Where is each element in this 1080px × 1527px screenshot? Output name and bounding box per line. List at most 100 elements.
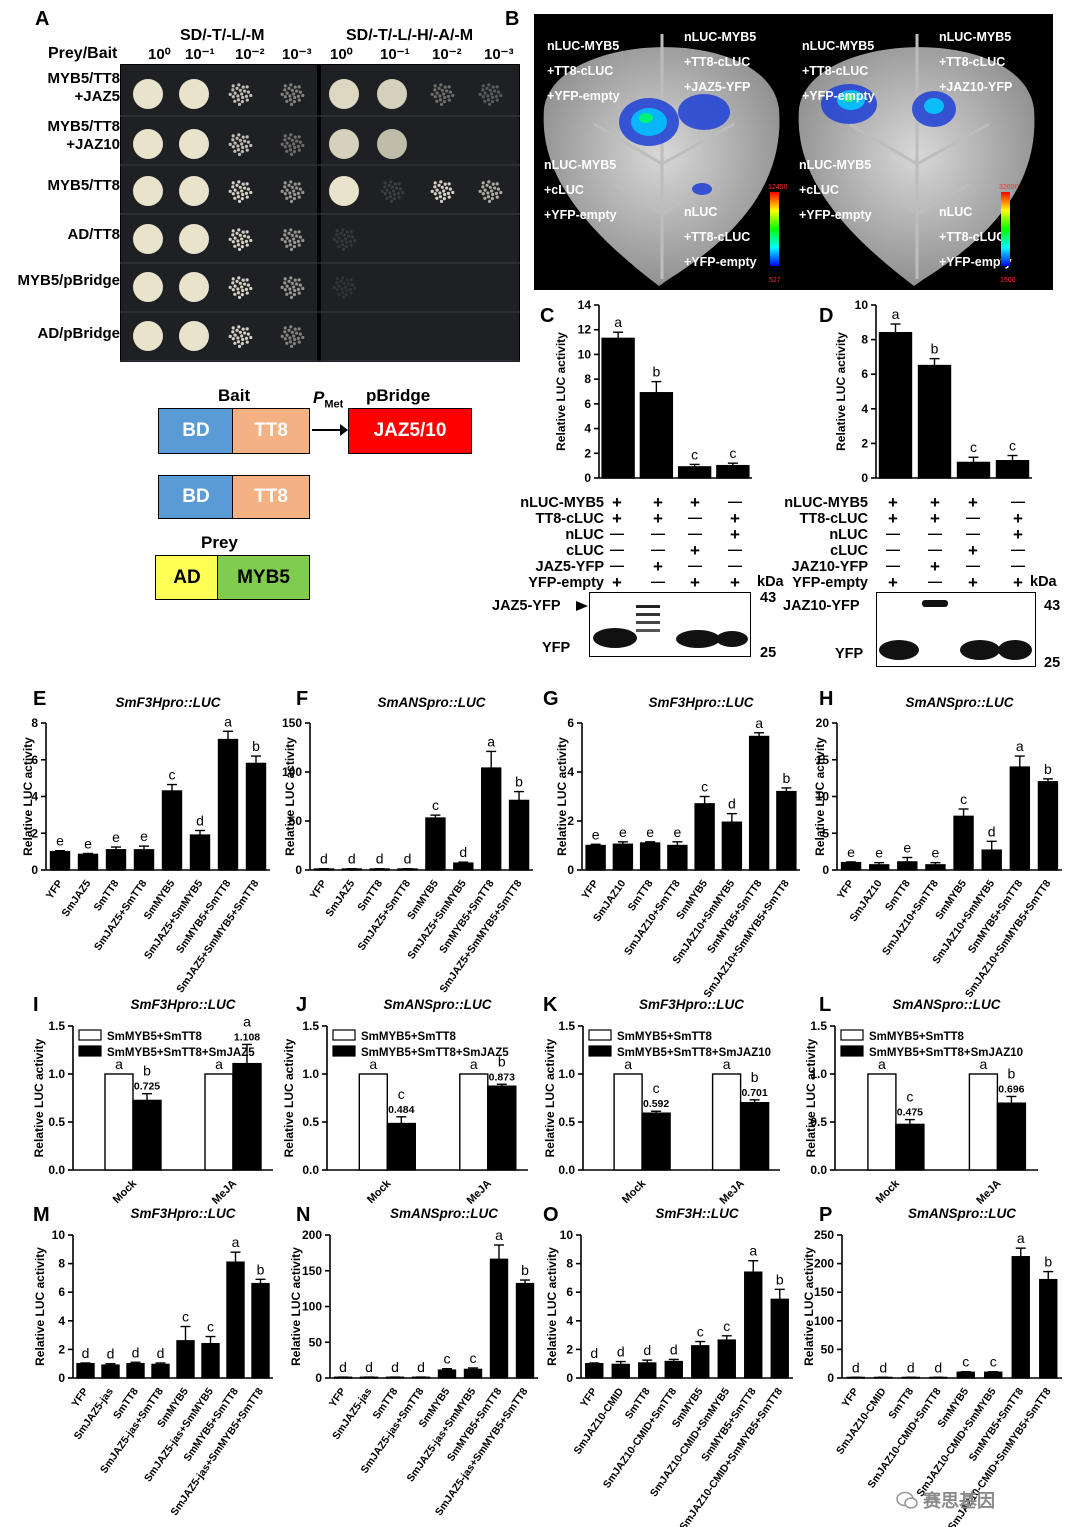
jaz-box: JAZ5/10 [348, 408, 472, 454]
western-blot-c [589, 592, 751, 657]
marker-25-d: 25 [1044, 655, 1061, 671]
yeast-colony-dot [289, 83, 293, 87]
yeast-colony-dot [487, 102, 492, 106]
grid-sign-d: + [968, 541, 978, 560]
y-tick-label: 0.5 [48, 1115, 65, 1129]
y-tick-label: 200 [814, 1257, 834, 1271]
category-label: SmTT8 [883, 878, 913, 914]
legend-swatch [78, 1045, 102, 1057]
yeast-colony-dot [335, 281, 339, 285]
grid-row-label-d: cLUC [830, 543, 868, 559]
yeast-colony-dot [340, 291, 345, 295]
bar [878, 331, 913, 479]
significance-letter: d [196, 812, 204, 828]
yeast-colony-dot [285, 99, 289, 103]
yeast-colony-dot [233, 91, 237, 95]
y-tick-label: 2 [58, 1342, 65, 1356]
yeast-colony [179, 79, 209, 109]
yeast-row-label-5: AD/pBridge [37, 325, 121, 342]
category-label: SmJAZ10-CMID [572, 1386, 627, 1457]
chart-title: SmANSpro::LUC [908, 1206, 1016, 1221]
yeast-colony-dot [297, 291, 301, 295]
yeast-colony-dot [447, 98, 451, 102]
bar [463, 1368, 483, 1379]
yeast-colony-dot [298, 187, 303, 191]
yeast-colony-dot [392, 196, 396, 201]
chart-title: SmF3Hpro::LUC [639, 997, 744, 1012]
leaf-label-bl: nLUC-MYB5 [544, 158, 616, 172]
yeast-colony-dot [228, 142, 232, 147]
yeast-colony-dot [238, 330, 242, 334]
significance-letter: c [990, 1354, 997, 1370]
bar [897, 861, 918, 871]
yeast-colony [133, 321, 163, 351]
yeast-colony-dot [245, 340, 249, 344]
yeast-colony-dot [493, 186, 497, 190]
bar [739, 1102, 770, 1171]
yeast-colony-dot [283, 185, 287, 189]
category-label: Mock [620, 1177, 649, 1206]
leaf-label-br: +TT8-cLUC [684, 230, 750, 244]
significance-letter: a [755, 715, 763, 731]
luciferase-signal [692, 183, 712, 195]
significance-letter: b [652, 364, 660, 380]
significance-letter: b [521, 1262, 529, 1278]
y-tick-label: 6 [31, 753, 38, 767]
significance-letter: a [224, 713, 232, 729]
yeast-colony-dot [486, 195, 491, 199]
ad-box: AD [155, 555, 219, 600]
yeast-colony-dot [246, 187, 251, 191]
yeast-colony-dot [240, 237, 244, 241]
yeast-colony-dot [293, 230, 297, 234]
yeast-colony-dot [344, 244, 348, 249]
yeast-colony-dot [245, 195, 249, 199]
yeast-colony [179, 321, 209, 351]
significance-letter: c [729, 445, 736, 461]
yeast-colony-dot [345, 230, 349, 234]
grid-sign-c: — [728, 541, 742, 557]
luciferase-image: nLUC-MYB5 +TT8-cLUC +YFP-empty nLUC-MYB5 +TT… [534, 14, 1053, 290]
bar [201, 1342, 220, 1379]
bar [1009, 766, 1031, 871]
yeast-colony-dot [341, 247, 346, 251]
yeast-colony-dot [236, 239, 240, 243]
significance-letter: e [112, 829, 120, 845]
yeast-colony-dot [297, 85, 301, 89]
yeast-colony-dot [298, 90, 303, 94]
bar [585, 1362, 604, 1379]
bar [77, 853, 99, 871]
significance-letter: d [934, 1359, 942, 1375]
yeast-colony-dot [438, 195, 443, 199]
yeast-colony-dot [237, 344, 242, 348]
yeast-colony-dot [289, 180, 293, 184]
y-tick-label: 4 [567, 765, 574, 779]
yeast-colony-dot [390, 185, 394, 189]
grid-sign-c: + [612, 573, 622, 592]
yeast-colony-dot [495, 195, 499, 199]
y-tick-label: 0.0 [302, 1163, 319, 1177]
yeast-colony-dot [238, 233, 242, 237]
leaf-vein [848, 34, 990, 279]
bar [189, 834, 211, 871]
y-tick-label: 8 [31, 716, 38, 730]
yeast-colony-dot [435, 91, 439, 95]
yeast-colony-dot [339, 231, 343, 235]
chart-title: SmANSpro::LUC [378, 695, 486, 710]
bar [1037, 781, 1059, 871]
significance-letter: a [980, 1056, 988, 1072]
chart-l: 0.0 0.5 1.0 1.5 Relative LUC activity SmANSpr… [804, 997, 1038, 1207]
significance-letter: a [369, 1056, 377, 1072]
yeast-colony-dot [491, 85, 495, 89]
bar [101, 1364, 120, 1379]
luciferase-signal [924, 98, 944, 114]
chart-c: 0 2 4 6 8 10 12 14 Relative LUC activity a b c c [554, 298, 752, 485]
significance-letter: b [776, 1271, 784, 1287]
significance-letter: c [169, 767, 176, 783]
yeast-colony-dot [383, 192, 387, 196]
significance-letter: a [614, 314, 622, 330]
yeast-colony-dot [244, 94, 249, 98]
yeast-colony-dot [443, 95, 447, 100]
bar [677, 466, 712, 479]
yeast-colony [133, 176, 163, 206]
yeast-colony-dot [231, 134, 235, 138]
